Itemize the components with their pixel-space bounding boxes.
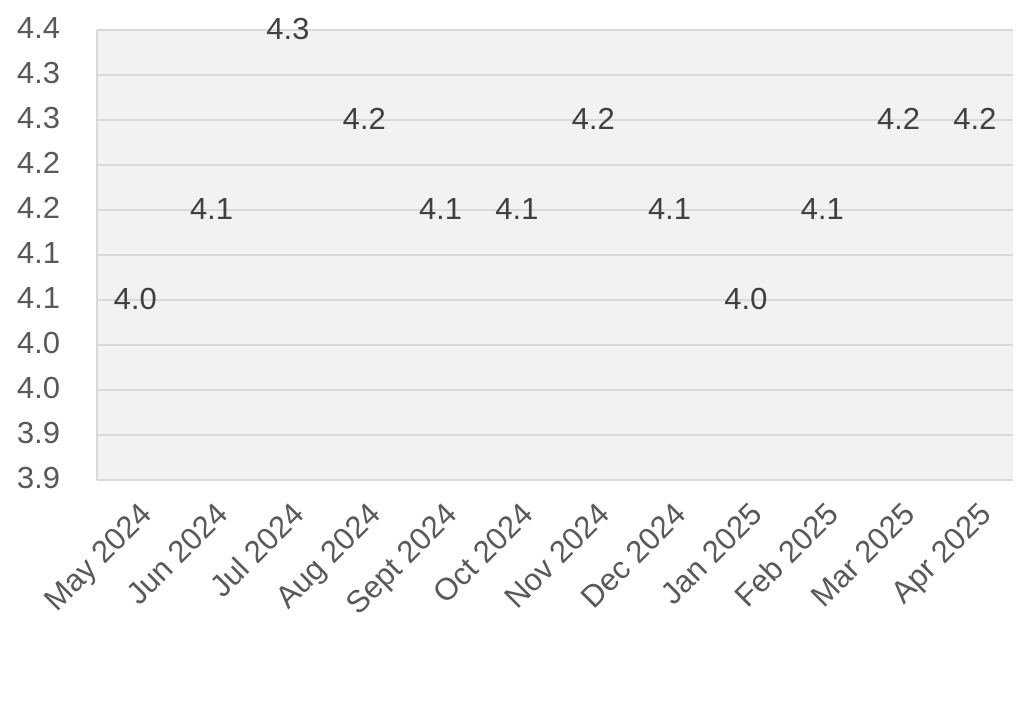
data-label: 4.1 <box>648 191 691 226</box>
y-tick-label: 3.9 <box>17 415 60 450</box>
y-tick-label: 3.9 <box>17 460 60 495</box>
data-label: 4.0 <box>724 281 767 316</box>
data-label: 4.3 <box>266 11 309 46</box>
y-tick-label: 4.3 <box>17 55 60 90</box>
data-label: 4.1 <box>801 191 844 226</box>
y-tick-label: 4.0 <box>17 370 60 405</box>
data-label: 4.1 <box>190 191 233 226</box>
data-label: 4.2 <box>877 101 920 136</box>
y-tick-label: 4.4 <box>17 10 60 45</box>
y-tick-label: 4.2 <box>17 190 60 225</box>
data-label: 4.0 <box>114 281 157 316</box>
data-label: 4.1 <box>419 191 462 226</box>
y-tick-label: 4.1 <box>17 235 60 270</box>
data-label: 4.2 <box>953 101 996 136</box>
y-tick-label: 4.1 <box>17 280 60 315</box>
data-label: 4.2 <box>343 101 386 136</box>
y-tick-label: 4.2 <box>17 145 60 180</box>
y-tick-label: 4.0 <box>17 325 60 360</box>
y-tick-label: 4.3 <box>17 100 60 135</box>
data-label: 4.1 <box>495 191 538 226</box>
data-label: 4.2 <box>572 101 615 136</box>
